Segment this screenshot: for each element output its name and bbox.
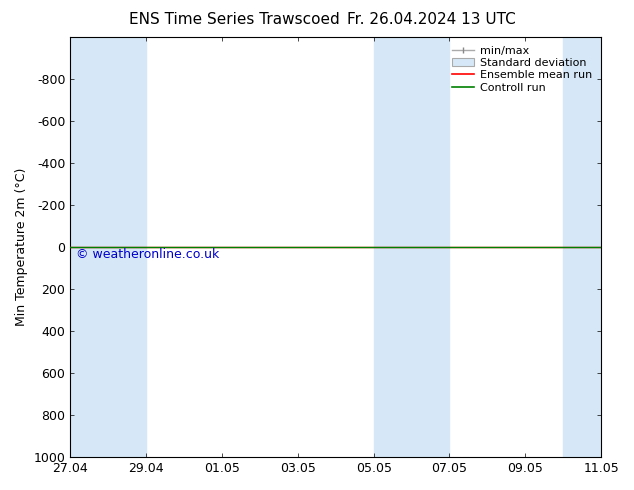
Bar <box>373 37 450 457</box>
Y-axis label: Min Temperature 2m (°C): Min Temperature 2m (°C) <box>15 168 28 326</box>
Bar <box>563 37 601 457</box>
Text: ENS Time Series Trawscoed: ENS Time Series Trawscoed <box>129 12 340 27</box>
Text: © weatheronline.co.uk: © weatheronline.co.uk <box>75 248 219 261</box>
Text: Fr. 26.04.2024 13 UTC: Fr. 26.04.2024 13 UTC <box>347 12 515 27</box>
Bar <box>70 37 146 457</box>
Legend: min/max, Standard deviation, Ensemble mean run, Controll run: min/max, Standard deviation, Ensemble me… <box>449 43 595 96</box>
